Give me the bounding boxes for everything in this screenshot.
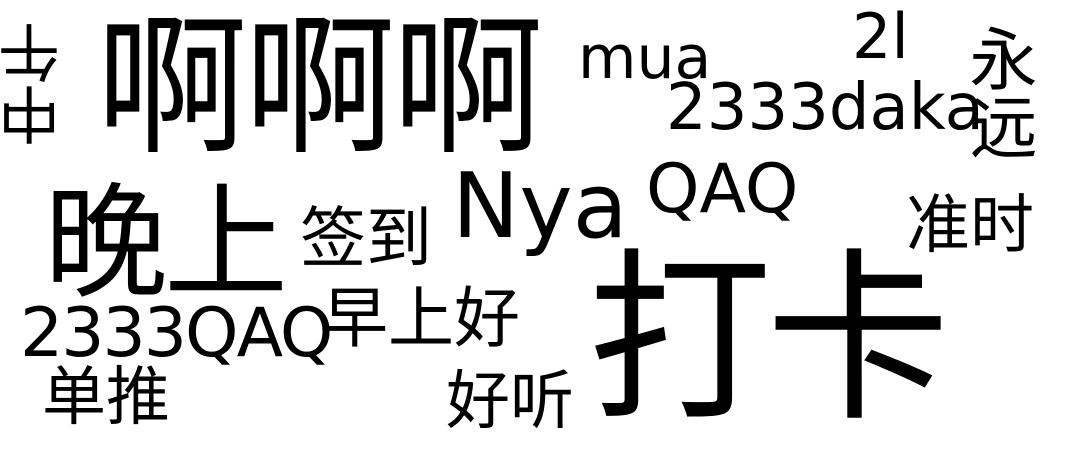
word-2l: 2l <box>852 0 909 73</box>
word-2333qaq: 2333QAQ <box>20 294 333 373</box>
word-zhongwu: 中午 <box>0 22 71 146</box>
word-dantui: 单推 <box>42 361 170 435</box>
word-nya: Nya <box>452 154 628 259</box>
word-wanshang: 晚上 <box>44 172 288 316</box>
word-zhunshi: 准时 <box>906 189 1034 263</box>
word-2333daka: 2333daka <box>666 71 984 145</box>
word-qaq: QAQ <box>646 150 799 229</box>
word-aaa: 啊啊啊 <box>96 0 544 176</box>
word-zaoshanghao: 早上好 <box>322 280 520 357</box>
word-mua: mua <box>578 23 712 93</box>
word-daka: 打卡 <box>588 233 950 447</box>
word-yongyuan: 永远 <box>957 24 1036 160</box>
word-qiandao: 签到 <box>300 200 432 277</box>
word-haoting: 好听 <box>446 365 574 439</box>
